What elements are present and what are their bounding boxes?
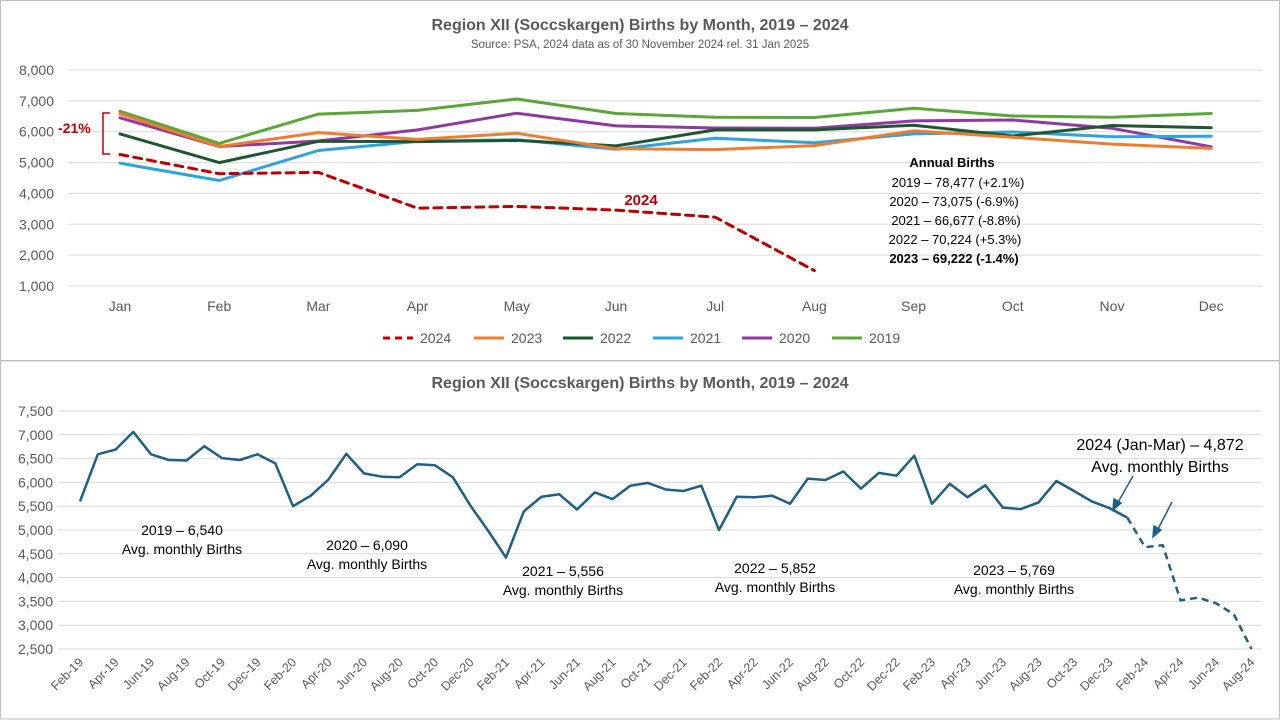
top-x-tick-label: Apr [407,298,429,314]
bottom-grid [58,410,1262,650]
legend-label-2024: 2024 [420,330,451,346]
avg-2019-caption: Avg. monthly Births [122,541,242,557]
avg-2024-arrows [1112,475,1173,539]
annual-line-2022: 2022 – 70,224 (+5.3%) [889,232,1022,247]
top-chart: Region XII (Soccskargen) Births by Month… [19,17,1262,346]
avg-2020-caption: Avg. monthly Births [307,556,427,572]
top-x-tick-label: Nov [1100,298,1125,314]
annual-line-2023: 2023 – 69,222 (-1.4%) [889,251,1018,266]
legend-label-2023: 2023 [511,330,542,346]
series-label-2024: 2024 [624,192,658,209]
top-x-axis: Jan Feb Mar Apr May Jun Jul Aug Sep Oct Nov Dec [109,298,1224,314]
top-y-tick-label: 5,000 [19,155,54,171]
top-y-tick-label: 1,000 [19,278,54,294]
series-line-2023 [118,112,1213,152]
bottom-chart-frame [0,360,1280,720]
bottom-y-tick-label: 7,000 [18,427,53,443]
top-x-tick-label: Jun [605,298,628,314]
top-x-tick-label: Feb [207,298,231,314]
legend-label-2020: 2020 [779,330,810,346]
bottom-y-tick-label: 4,500 [18,546,53,562]
series-line-2020 [118,111,1213,149]
bottom-series-line [78,430,1253,650]
bottom-y-tick-label: 4,000 [18,570,53,586]
top-x-tick-label: Aug [802,298,827,314]
top-y-tick-label: 3,000 [19,216,54,232]
avg-2022-label: 2022 – 5,852 [734,560,816,576]
top-x-tick-label: Jul [706,298,724,314]
top-y-tick-label: 7,000 [19,93,54,109]
top-y-tick-label: 8,000 [19,62,54,78]
legend-label-2022: 2022 [600,330,631,346]
avg-2022-caption: Avg. monthly Births [715,579,835,595]
drop-label: -21% [58,120,91,136]
annual-line-2020: 2020 – 73,075 (-6.9%) [889,194,1018,209]
bottom-y-tick-label: 7,500 [18,403,53,419]
avg-2021-caption: Avg. monthly Births [503,582,623,598]
avg-2020-label: 2020 – 6,090 [326,537,408,553]
annual-births-title: Annual Births [909,155,994,170]
top-x-tick-label: Jan [109,298,132,314]
top-x-tick-label: Oct [1002,298,1024,314]
bottom-y-tick-label: 3,500 [18,593,53,609]
avg-2024-caption: Avg. monthly Births [1091,459,1229,476]
top-series-lines [118,97,1213,273]
top-x-tick-label: Sep [901,298,926,314]
bottom-y-tick-label: 6,500 [18,451,53,467]
top-y-axis: 1,000 2,000 3,000 4,000 5,000 6,000 7,000 8,000 [19,62,54,294]
top-chart-title: Region XII (Soccskargen) Births by Month… [431,17,848,34]
annual-line-2019: 2019 – 78,477 (+2.1%) [892,175,1025,190]
bottom-y-tick-label: 6,000 [18,474,53,490]
top-x-tick-label: Dec [1199,298,1224,314]
bottom-y-tick-label: 2,500 [18,641,53,657]
legend-label-2019: 2019 [869,330,900,346]
top-chart-subtitle: Source: PSA, 2024 data as of 30 November… [471,39,809,51]
monthly-births-line [78,430,1128,559]
top-y-tick-label: 2,000 [19,247,54,263]
series-line-2022 [118,123,1213,165]
bottom-y-tick-label: 3,000 [18,617,53,633]
legend-label-2021: 2021 [690,330,721,346]
series-line-2019 [118,97,1213,145]
avg-2019-label: 2019 – 6,540 [141,522,223,538]
top-legend: 2024 2023 2022 2021 2020 2019 [383,330,900,346]
top-x-tick-label: Mar [306,298,330,314]
bottom-y-tick-label: 5,500 [18,498,53,514]
top-y-tick-label: 4,000 [19,185,54,201]
top-y-tick-label: 6,000 [19,124,54,140]
avg-2023-caption: Avg. monthly Births [954,581,1074,597]
avg-2021-label: 2021 – 5,556 [522,563,604,579]
avg-2023-label: 2023 – 5,769 [973,562,1055,578]
avg-2024-label: 2024 (Jan-Mar) – 4,872 [1076,437,1243,454]
series-line-2024 [118,153,816,273]
drop-bracket [102,112,110,155]
bottom-y-axis: 2,500 3,000 3,500 4,000 4,500 5,000 5,500 6,000… [18,403,53,657]
bottom-y-tick-label: 5,000 [18,522,53,538]
annual-line-2021: 2021 – 66,677 (-8.8%) [891,213,1020,228]
bottom-chart-title: Region XII (Soccskargen) Births by Month… [431,375,848,392]
monthly-births-line-2024 [1126,516,1253,650]
top-chart-frame [0,0,1280,361]
top-x-tick-label: May [504,298,530,314]
